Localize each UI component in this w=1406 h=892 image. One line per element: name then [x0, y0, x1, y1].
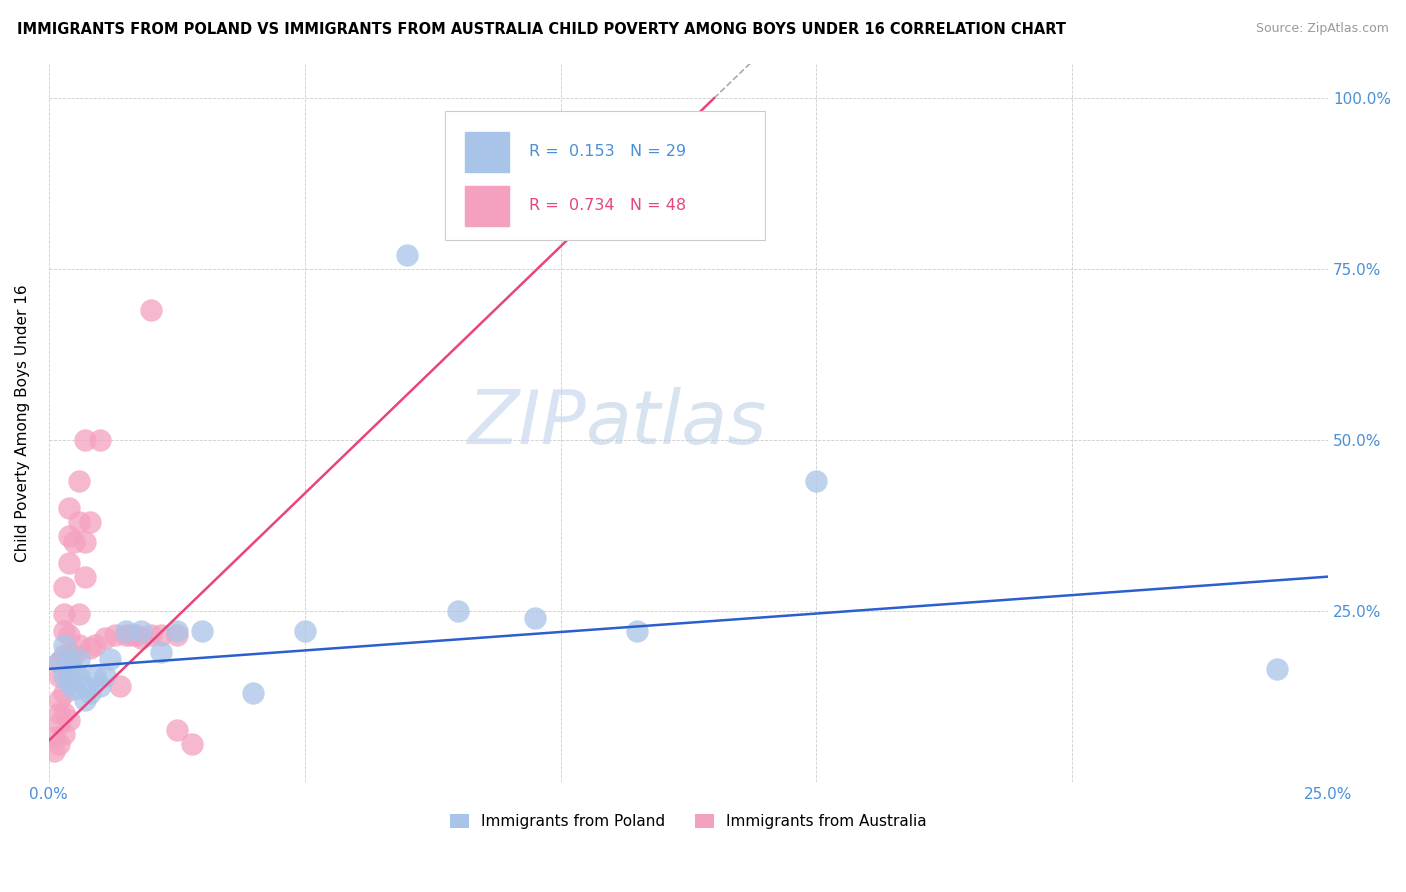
Point: [73, 569, 96, 583]
Point: [48, 655, 70, 669]
Legend: Immigrants from Poland, Immigrants from Australia: Immigrants from Poland, Immigrants from …: [444, 808, 932, 835]
Point: [53, 638, 76, 652]
Point: [139, 628, 162, 642]
Point: [53, 727, 76, 741]
Point: [242, 686, 264, 700]
FancyBboxPatch shape: [464, 132, 509, 171]
Point: [58, 556, 80, 570]
Point: [48, 716, 70, 731]
Point: [48, 737, 70, 751]
Point: [98, 651, 121, 665]
Point: [58, 648, 80, 663]
Point: [48, 706, 70, 721]
Point: [114, 628, 136, 642]
Point: [58, 713, 80, 727]
Point: [53, 706, 76, 721]
Point: [83, 638, 105, 652]
Point: [42, 744, 65, 758]
Point: [73, 535, 96, 549]
Point: [42, 730, 65, 744]
Point: [79, 515, 101, 529]
Point: [150, 628, 173, 642]
Point: [63, 535, 86, 549]
Point: [89, 679, 111, 693]
Point: [53, 669, 76, 683]
Text: Source: ZipAtlas.com: Source: ZipAtlas.com: [1256, 22, 1389, 36]
Point: [69, 607, 91, 622]
Text: R =  0.153   N = 29: R = 0.153 N = 29: [529, 145, 686, 159]
Text: ZIP: ZIP: [467, 387, 586, 458]
Point: [110, 679, 132, 693]
Point: [94, 631, 117, 645]
FancyBboxPatch shape: [446, 111, 765, 240]
Point: [53, 607, 76, 622]
Point: [1265, 662, 1288, 676]
Point: [129, 624, 152, 639]
Point: [63, 682, 86, 697]
Point: [89, 433, 111, 447]
Point: [166, 723, 188, 738]
Point: [58, 528, 80, 542]
Point: [395, 248, 418, 262]
Point: [69, 669, 91, 683]
Point: [181, 737, 204, 751]
Point: [53, 686, 76, 700]
Point: [94, 669, 117, 683]
Point: [69, 474, 91, 488]
Point: [58, 669, 80, 683]
FancyBboxPatch shape: [464, 186, 509, 226]
Point: [53, 648, 76, 663]
Point: [150, 645, 173, 659]
Text: atlas: atlas: [586, 387, 768, 458]
Point: [58, 675, 80, 690]
Point: [139, 303, 162, 318]
Point: [79, 686, 101, 700]
Point: [294, 624, 316, 639]
Point: [48, 669, 70, 683]
Point: [114, 624, 136, 639]
Point: [73, 433, 96, 447]
Point: [447, 604, 470, 618]
Point: [166, 628, 188, 642]
Point: [69, 651, 91, 665]
Point: [69, 638, 91, 652]
Point: [191, 624, 214, 639]
Point: [806, 474, 828, 488]
Point: [166, 624, 188, 639]
Point: [626, 624, 648, 639]
Point: [63, 648, 86, 663]
Point: [48, 692, 70, 706]
Point: [523, 610, 546, 624]
Point: [104, 628, 127, 642]
Point: [120, 628, 142, 642]
Point: [83, 669, 105, 683]
Y-axis label: Child Poverty Among Boys Under 16: Child Poverty Among Boys Under 16: [15, 284, 30, 562]
Point: [129, 631, 152, 645]
Point: [79, 641, 101, 656]
Point: [58, 655, 80, 669]
Point: [73, 692, 96, 706]
Point: [58, 628, 80, 642]
Point: [58, 501, 80, 516]
Text: R =  0.734   N = 48: R = 0.734 N = 48: [529, 198, 686, 213]
Point: [125, 628, 148, 642]
Point: [73, 679, 96, 693]
Point: [48, 655, 70, 669]
Text: IMMIGRANTS FROM POLAND VS IMMIGRANTS FROM AUSTRALIA CHILD POVERTY AMONG BOYS UND: IMMIGRANTS FROM POLAND VS IMMIGRANTS FRO…: [17, 22, 1066, 37]
Point: [53, 580, 76, 594]
Point: [69, 515, 91, 529]
Point: [63, 665, 86, 680]
Point: [53, 624, 76, 639]
